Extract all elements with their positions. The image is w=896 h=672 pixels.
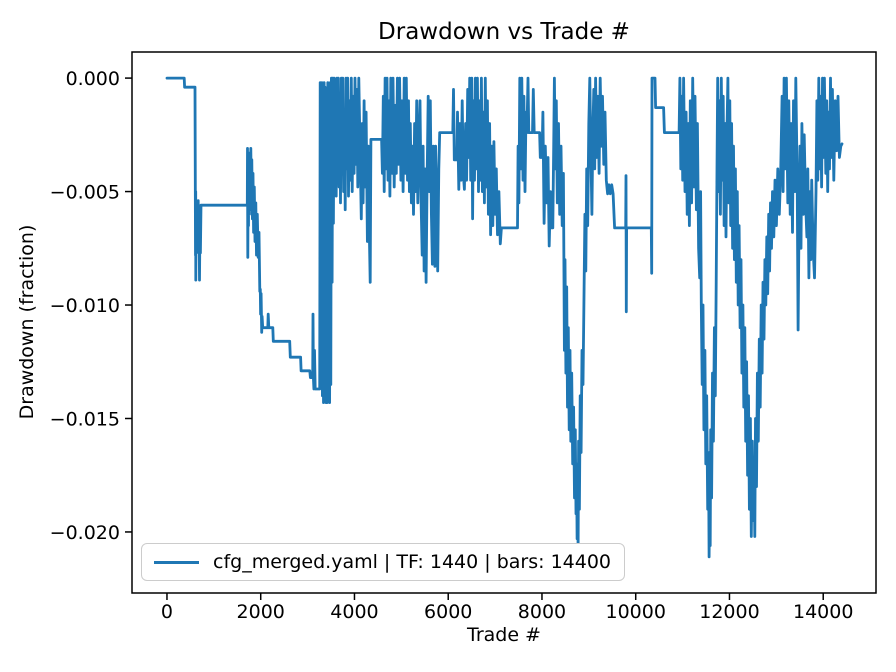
legend: cfg_merged.yaml | TF: 1440 | bars: 14400 [141, 543, 625, 581]
legend-line-sample [154, 560, 199, 564]
legend-label: cfg_merged.yaml | TF: 1440 | bars: 14400 [213, 551, 612, 573]
x-tick-label: 0 [161, 601, 173, 623]
y-tick-label: −0.010 [50, 295, 120, 317]
x-axis-label: Trade # [467, 624, 541, 646]
x-tick-label: 8000 [518, 601, 566, 623]
x-tick-label: 2000 [237, 601, 285, 623]
drawdown-line [165, 76, 844, 559]
y-tick-label: −0.005 [50, 182, 120, 204]
y-axis-label: Drawdown (fraction) [16, 224, 38, 420]
y-tick-label: 0.000 [66, 68, 120, 90]
x-tick-label: 4000 [330, 601, 378, 623]
x-tick-label: 10000 [605, 601, 665, 623]
y-tick-label: −0.020 [50, 522, 120, 544]
chart-title: Drawdown vs Trade # [378, 19, 630, 45]
x-tick-label: 6000 [424, 601, 472, 623]
x-tick-label: 12000 [699, 601, 759, 623]
axes-frame [131, 51, 877, 594]
x-tick-label: 14000 [793, 601, 853, 623]
y-tick-label: −0.015 [50, 408, 120, 430]
